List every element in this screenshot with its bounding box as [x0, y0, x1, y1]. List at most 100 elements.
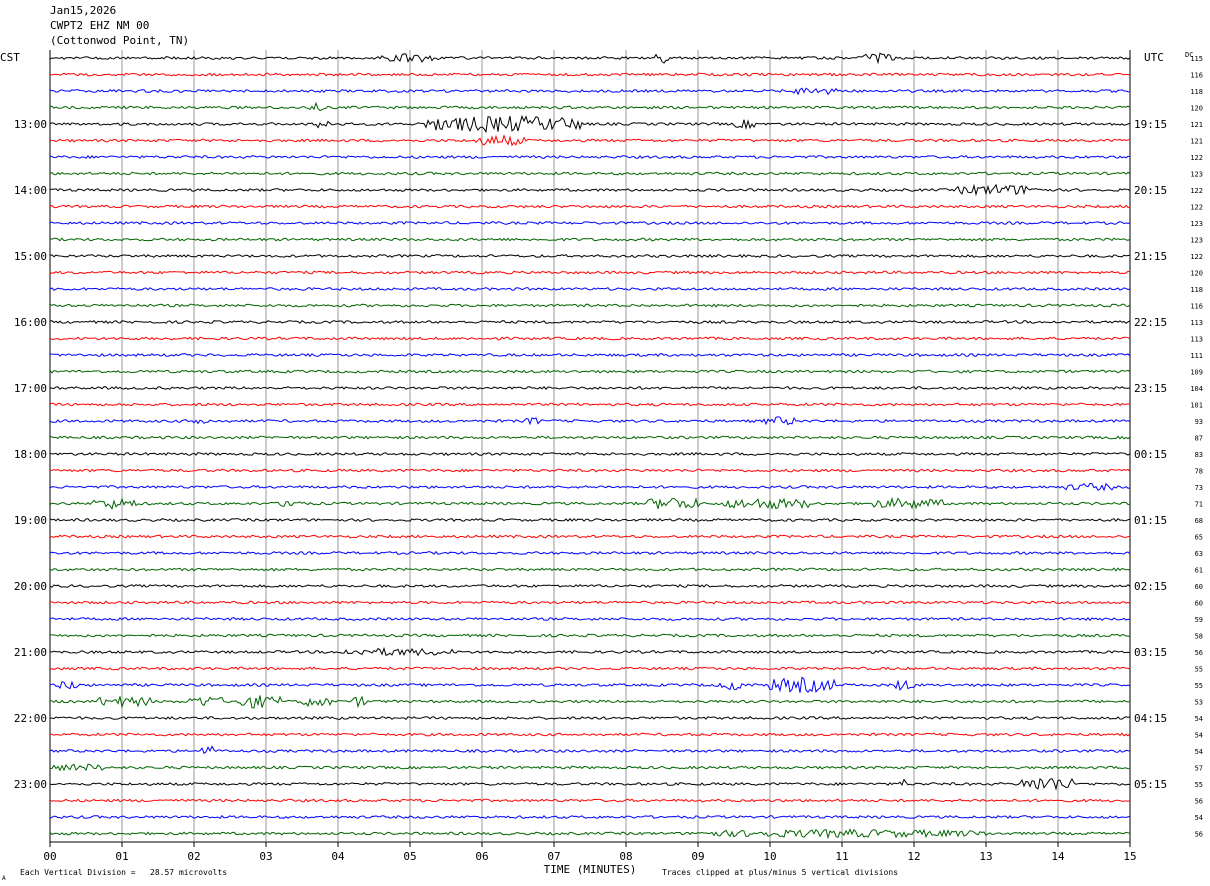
right-hour-label: 22:15: [1134, 316, 1167, 329]
dc-offset-label: 65: [1195, 534, 1203, 542]
clip-note: Traces clipped at plus/minus 5 vertical …: [662, 868, 899, 877]
left-hour-label: 17:00: [14, 382, 47, 395]
left-hour-label: 21:00: [14, 646, 47, 659]
dc-offset-label: 78: [1195, 468, 1203, 476]
trace-row-28: [49, 517, 1131, 522]
trace-row-27: [49, 496, 1131, 511]
right-hour-label: 23:15: [1134, 382, 1167, 395]
trace-row-33: [49, 600, 1131, 605]
dc-offset-label: 115: [1190, 55, 1203, 63]
x-tick-label: 06: [475, 850, 488, 863]
trace-row-39: [49, 695, 1131, 709]
dc-offset-label: 121: [1190, 121, 1203, 129]
x-tick-label: 05: [403, 850, 416, 863]
trace-row-6: [49, 155, 1131, 159]
dc-offset-label: 87: [1195, 435, 1203, 443]
trace-row-21: [49, 402, 1131, 407]
dc-offset-label: 111: [1190, 352, 1203, 360]
x-axis: TIME (MINUTES) 00 01 02 03 04 05 06 07 08 09 10 11 1…: [43, 842, 1137, 876]
dc-offset-label: 54: [1195, 748, 1203, 756]
trace-row-11: [49, 237, 1131, 242]
time-labels: CST UTC DC 115 116 118 120 121 121 122 123 122 12…: [0, 51, 1203, 839]
x-tick-label: 12: [907, 850, 920, 863]
dc-offset-label: 122: [1190, 253, 1203, 261]
dc-offset-label: 60: [1195, 600, 1203, 608]
trace-row-12: [49, 253, 1131, 259]
header-date: Jan15,2026: [50, 4, 117, 17]
trace-row-23: [49, 435, 1131, 440]
dc-offset-label: 122: [1190, 154, 1203, 162]
left-hour-label: 23:00: [14, 778, 47, 791]
left-hour-label: 16:00: [14, 316, 47, 329]
x-tick-label: 04: [331, 850, 345, 863]
trace-row-38: [49, 676, 1131, 693]
trace-row-26: [49, 482, 1131, 492]
dc-offset-label: 121: [1190, 138, 1203, 146]
x-tick-label: 13: [979, 850, 992, 863]
right-hour-label: 01:15: [1134, 514, 1167, 527]
scale-note: Each Vertical Division = 28.57 microvolt…: [20, 868, 228, 877]
dc-offset-label: 118: [1190, 286, 1203, 294]
left-hour-label: 15:00: [14, 250, 47, 263]
dc-offset-label: 120: [1190, 270, 1203, 278]
trace-row-19: [49, 369, 1131, 374]
x-tick-label: 02: [187, 850, 200, 863]
left-hour-label: 14:00: [14, 184, 47, 197]
trace-row-3: [49, 101, 1131, 112]
dc-column-label: DC: [1185, 51, 1193, 59]
trace-row-22: [49, 416, 1131, 426]
right-hour-label: 19:15: [1134, 118, 1167, 131]
x-tick-label: 01: [115, 850, 128, 863]
trace-row-9: [49, 204, 1131, 209]
dc-offset-label: 71: [1195, 501, 1203, 509]
trace-row-37: [49, 666, 1131, 671]
right-hour-label: 00:15: [1134, 448, 1167, 461]
trace-row-18: [49, 352, 1131, 358]
dc-offset-label: 56: [1195, 831, 1203, 839]
dc-offset-label: 55: [1195, 682, 1203, 690]
right-hour-label: 04:15: [1134, 712, 1167, 725]
dc-offset-label: 63: [1195, 550, 1203, 558]
trace-row-15: [49, 303, 1131, 308]
left-hour-label: 20:00: [14, 580, 47, 593]
dc-offset-label: 56: [1195, 798, 1203, 806]
x-tick-label: 09: [691, 850, 704, 863]
dc-offset-label: 73: [1195, 484, 1203, 492]
trace-row-2: [49, 87, 1131, 96]
trace-row-20: [49, 386, 1131, 390]
dc-offset-label: 101: [1190, 402, 1203, 410]
trace-row-7: [49, 171, 1131, 176]
x-tick-label: 03: [259, 850, 272, 863]
trace-row-24: [49, 451, 1131, 456]
right-timezone-label: UTC: [1144, 51, 1164, 64]
left-hour-label: 13:00: [14, 118, 47, 131]
dc-offset-label: 83: [1195, 451, 1203, 459]
x-tick-label: 07: [547, 850, 560, 863]
dc-offset-label: 123: [1190, 237, 1203, 245]
dc-offset-label: 60: [1195, 583, 1203, 591]
dc-offset-label: 109: [1190, 369, 1203, 377]
x-tick-label: 08: [619, 850, 632, 863]
x-tick-label: 00: [43, 850, 56, 863]
dc-offset-label: 113: [1190, 336, 1203, 344]
trace-row-8: [49, 183, 1131, 197]
trace-row-13: [49, 270, 1131, 275]
trace-row-45: [49, 798, 1131, 803]
left-hour-label: 22:00: [14, 712, 47, 725]
header-location: (Cottonwod Point, TN): [50, 34, 190, 47]
dc-offset-label: 104: [1190, 385, 1203, 393]
header-station: CWPT2 EHZ NM 00: [50, 19, 150, 32]
trace-row-44: [49, 777, 1131, 791]
dc-offset-label: 113: [1190, 319, 1203, 327]
trace-row-35: [49, 633, 1131, 638]
corner-mark: A: [2, 875, 6, 882]
trace-row-36: [49, 646, 1131, 657]
right-hour-label: 20:15: [1134, 184, 1167, 197]
trace-row-0: [49, 52, 1131, 65]
dc-offset-label: 56: [1195, 649, 1203, 657]
trace-row-30: [49, 550, 1131, 556]
trace-row-17: [49, 336, 1131, 341]
trace-row-31: [49, 567, 1131, 572]
trace-row-32: [49, 584, 1131, 588]
